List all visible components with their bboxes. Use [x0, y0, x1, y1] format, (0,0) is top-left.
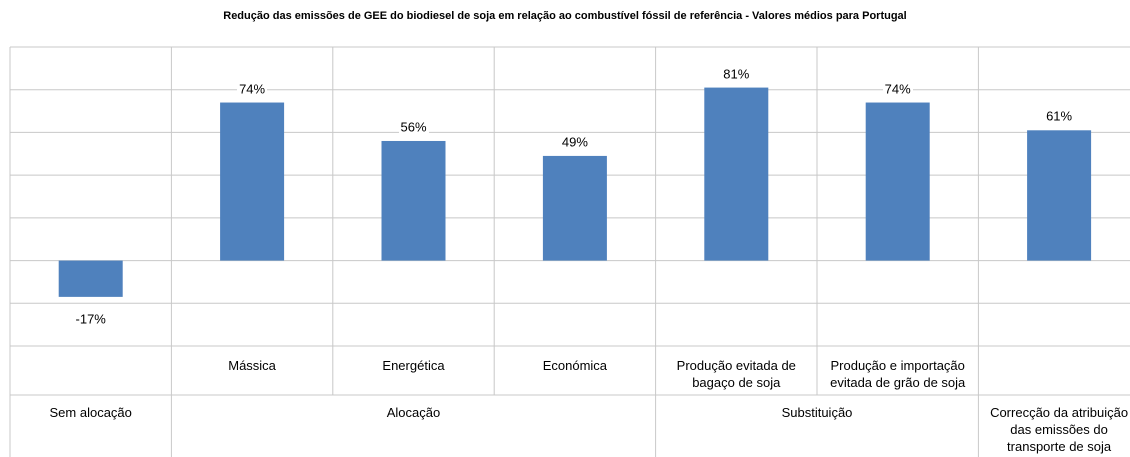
bar: [58, 260, 123, 297]
bar: [381, 140, 446, 261]
bar: [1027, 130, 1092, 261]
data-label: 61%: [1044, 107, 1075, 125]
group-label: Alocação: [386, 405, 441, 420]
bar: [704, 87, 769, 261]
group-label: Substituição: [781, 405, 853, 420]
x-tick-label: Mássica: [228, 358, 276, 373]
data-label: 74%: [882, 80, 913, 98]
data-label: 74%: [237, 80, 268, 98]
bar: [865, 102, 930, 261]
x-tick-label: Energética: [382, 358, 445, 373]
data-label: -17%: [73, 310, 108, 328]
bar: [220, 102, 285, 261]
group-label: Sem alocação: [49, 405, 132, 420]
data-label: 49%: [559, 133, 590, 151]
x-tick-label: Produção e importação evitada de grão de…: [830, 358, 966, 390]
data-label: 56%: [398, 118, 429, 136]
bar: [542, 155, 607, 261]
chart-title: Redução das emissões de GEE do biodiesel…: [223, 10, 907, 22]
x-tick-label: Económica: [542, 358, 608, 373]
group-label: Correcção da atribuição das emissões do …: [990, 405, 1129, 454]
data-label: 81%: [721, 65, 752, 83]
x-tick-label: Produção evitada de bagaço de soja: [676, 358, 796, 390]
